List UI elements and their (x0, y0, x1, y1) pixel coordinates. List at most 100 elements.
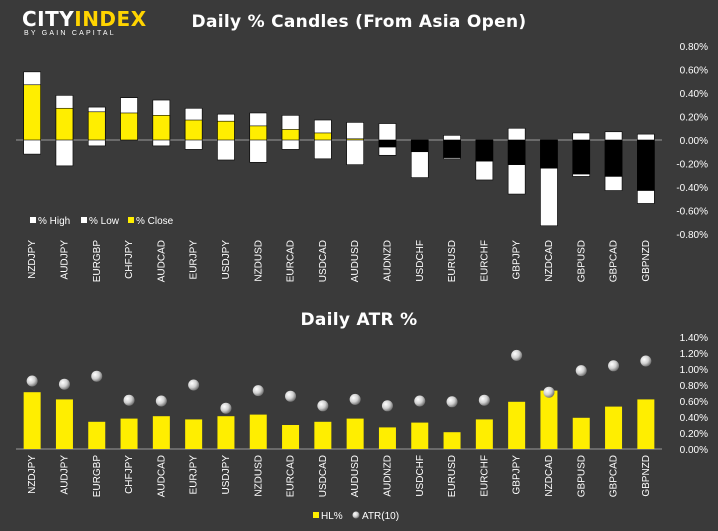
atr-hl-bar (411, 422, 429, 449)
atr-marker (381, 400, 393, 412)
atr-hl-bar (475, 419, 493, 449)
candle-close-bar (572, 139, 591, 175)
brand-part1: CITY (22, 7, 75, 31)
candle-close-bar (378, 139, 397, 148)
candle-close-bar (410, 139, 429, 153)
candles-category-label: USDJPY (221, 240, 232, 280)
candles-y-tick: 0.00% (680, 136, 708, 147)
candle-close-bar (184, 119, 203, 141)
candle-close-bar (217, 120, 235, 141)
candle-range-bar (346, 122, 364, 165)
atr-marker (91, 370, 103, 382)
candle-close-bar (249, 125, 268, 141)
atr-hl-bar (88, 421, 106, 449)
atr-category-label: GBPCAD (609, 455, 620, 497)
atr-legend-label: ATR(10) (362, 511, 399, 522)
candle-close-bar (314, 132, 332, 141)
candle-range-bar (378, 123, 397, 156)
candle-close-bar (540, 139, 558, 169)
candles-category-label: EURGBP (92, 240, 103, 283)
candle-close-bar (604, 139, 623, 177)
atr-category-label: AUDJPY (59, 455, 70, 495)
atr-marker (511, 349, 523, 361)
atr-category-label: USDCAD (318, 455, 329, 497)
candle-close-bar (152, 115, 171, 141)
atr-hl-bar (314, 421, 332, 449)
atr-hl-bar (378, 427, 396, 449)
atr-y-tick: 0.80% (680, 381, 708, 392)
candles-y-tick: -0.40% (676, 183, 708, 194)
atr-marker (414, 395, 426, 407)
atr-y-tick: 0.40% (680, 413, 708, 424)
atr-category-label: GBPJPY (512, 455, 523, 495)
candles-category-label: GBPUSD (576, 240, 587, 282)
atr-marker (58, 378, 70, 390)
atr-marker (123, 394, 135, 406)
atr-hl-bar (55, 399, 73, 449)
candles-chart-title: Daily % Candles (From Asia Open) (191, 12, 527, 32)
atr-legend-marker (352, 511, 360, 519)
candles-category-label: NZDJPY (27, 240, 38, 279)
atr-hl-bar (120, 418, 138, 449)
atr-category-label: EURCHF (479, 455, 490, 497)
atr-marker (220, 402, 232, 414)
atr-marker (640, 355, 652, 367)
atr-hl-bar (249, 414, 267, 449)
brand-part2: INDEX (74, 7, 147, 31)
atr-hl-bar (23, 392, 41, 449)
atr-marker (608, 360, 620, 372)
candles-category-label: EURUSD (447, 240, 458, 282)
atr-hl-bar (508, 401, 526, 449)
atr-hl-bar (443, 432, 461, 449)
atr-hl-bar (185, 419, 203, 449)
atr-y-tick: 1.40% (680, 333, 708, 344)
candles-category-label: AUDJPY (59, 240, 70, 280)
candle-close-bar (55, 107, 74, 141)
candles-legend-label: % Low (89, 216, 120, 227)
candles-y-tick: 0.40% (680, 89, 708, 100)
candles-y-tick: -0.20% (676, 160, 708, 171)
candle-close-bar (23, 84, 41, 141)
candles-category-label: CHFJPY (124, 240, 135, 279)
atr-y-tick: 1.20% (680, 349, 708, 360)
candle-close-bar (346, 138, 364, 141)
candle-close-bar (120, 112, 138, 141)
atr-hl-bar (540, 390, 558, 449)
atr-category-label: EURUSD (447, 455, 458, 497)
candles-category-label: NZDCAD (544, 240, 555, 282)
candles-category-label: EURCHF (479, 240, 490, 282)
candles-y-tick: -0.80% (676, 230, 708, 241)
atr-y-tick: 1.00% (680, 365, 708, 376)
atr-y-tick: 0.00% (680, 445, 708, 456)
atr-y-tick: 0.60% (680, 397, 708, 408)
atr-hl-bar (217, 416, 235, 449)
candles-legend-swatch (81, 217, 87, 223)
candle-close-bar (637, 139, 655, 191)
atr-marker (188, 379, 200, 391)
atr-marker (575, 365, 587, 377)
atr-legend-swatch (313, 512, 319, 518)
candle-close-bar (443, 139, 461, 158)
atr-marker (155, 395, 167, 407)
atr-category-label: AUDUSD (350, 455, 361, 497)
candles-category-label: GBPJPY (512, 240, 523, 280)
atr-category-label: GBPNZD (641, 455, 652, 497)
candles-category-label: EURJPY (189, 240, 200, 280)
candle-close-bar (507, 139, 526, 165)
atr-category-label: AUDNZD (382, 455, 393, 497)
candles-category-label: NZDUSD (253, 240, 264, 282)
atr-marker (317, 400, 329, 412)
candles-y-tick: 0.60% (680, 66, 708, 77)
candle-close-bar (281, 129, 300, 141)
atr-category-label: EURGBP (92, 455, 103, 498)
candles-legend-label: % Close (136, 216, 174, 227)
atr-category-label: NZDJPY (27, 455, 38, 494)
candles-category-label: AUDCAD (156, 240, 167, 282)
atr-hl-bar (637, 399, 655, 449)
atr-category-label: EURCAD (286, 455, 297, 497)
atr-marker (252, 385, 264, 397)
atr-category-label: GBPUSD (576, 455, 587, 497)
candles-category-label: USDCHF (415, 240, 426, 282)
atr-hl-bar (346, 418, 364, 449)
